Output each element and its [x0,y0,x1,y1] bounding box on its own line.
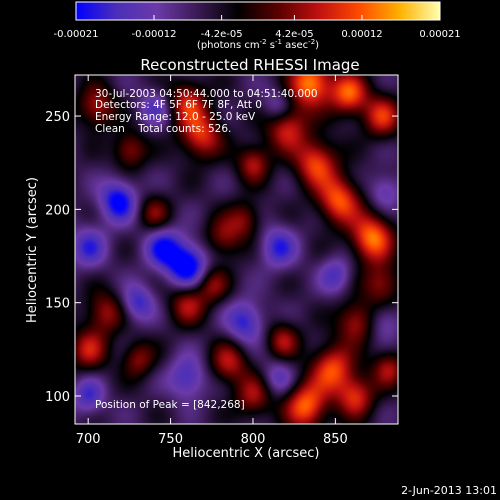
x-tick-label: 700 [76,432,101,447]
x-axis-title: Heliocentric X (arcsec) [173,446,320,461]
annotation-energy: Energy Range: 12.0 - 25.0 keV [95,111,256,123]
colorbar-units: (photons cm-2 s-1 asec-2) [197,38,319,51]
annotation-clean: Clean Total counts: 526. [95,123,231,135]
annotation-peak: Position of Peak = [842,268] [95,399,245,411]
y-axis: 100 150 200 250 [45,110,398,405]
colorbar-tick-label: 0.00021 [419,29,460,40]
colorbar-tick-label: 4.2e-05 [275,29,313,40]
chart-title: Reconstructed RHESSI Image [140,56,359,74]
colorbar: -0.00021 -0.00012 -4.2e-05 4.2e-05 0.00012 0.… [54,1,461,51]
y-tick-label: 100 [45,390,70,405]
colorbar-tick-label: -4.2e-05 [201,29,243,40]
heatmap-image [75,75,398,424]
colorbar-tick-label: -0.00021 [54,29,99,40]
annotation-time: 30-Jul-2003 04:50:44.000 to 04:51:40.000 [95,88,318,100]
y-tick-label: 250 [45,110,70,125]
y-axis-title: Heliocentric Y (arcsec) [25,177,40,323]
y-tick-label: 150 [45,297,70,312]
colorbar-tick-label: -0.00012 [132,29,177,40]
annotations: 30-Jul-2003 04:50:44.000 to 04:51:40.000… [95,88,318,411]
x-tick-label: 850 [323,432,348,447]
y-tick-label: 200 [45,203,70,218]
footer-date: 2-Jun-2013 13:01 [401,484,497,497]
x-axis: 700 750 800 850 [76,75,348,447]
colorbar-ticks: -0.00021 -0.00012 -4.2e-05 4.2e-05 0.00012 0.… [54,15,461,40]
colorbar-gradient [75,1,441,21]
x-tick-label: 750 [158,432,183,447]
x-tick-label: 800 [241,432,266,447]
colorbar-tick-label: 0.00012 [341,29,382,40]
annotation-detectors: Detectors: 4F 5F 6F 7F 8F, Att 0 [95,99,262,111]
plot-frame [74,74,399,425]
